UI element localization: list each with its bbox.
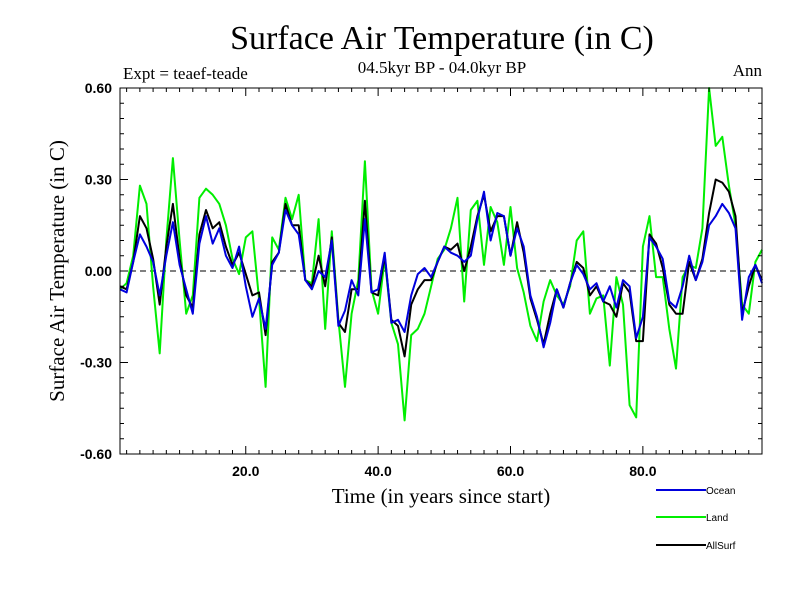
x-tick-label: 80.0	[629, 463, 656, 479]
legend-label-land: Land	[706, 513, 728, 524]
y-tick-label: 0.00	[85, 263, 112, 279]
season-label: Ann	[733, 61, 763, 80]
legend-label-ocean: Ocean	[706, 486, 735, 497]
plot-area	[119, 87, 763, 422]
series-line-ocean	[119, 190, 763, 349]
series-line-allsurf	[119, 178, 763, 358]
chart-title: Surface Air Temperature (in C)	[230, 20, 654, 57]
chart-subtitle: 04.5kyr BP - 04.0kyr BP	[358, 58, 526, 77]
legend-label-allsurf: AllSurf	[706, 541, 736, 552]
y-tick-label: 0.60	[85, 80, 112, 96]
y-tick-label: 0.30	[85, 172, 112, 188]
x-tick-label: 20.0	[232, 463, 259, 479]
x-axis-label: Time (in years since start)	[332, 484, 551, 508]
experiment-label: Expt = teaef-teade	[123, 64, 248, 83]
x-tick-label: 40.0	[364, 463, 391, 479]
y-tick-label: -0.60	[80, 446, 112, 462]
axis-ticks: 20.0 40.0 60.0 80.0 -0.60 -0.30 0.00 0.30 0.60	[80, 80, 763, 479]
y-axis-label: Surface Air Temperature (in C)	[45, 140, 69, 402]
legend: Ocean Land AllSurf	[656, 486, 736, 552]
x-tick-label: 60.0	[497, 463, 524, 479]
y-tick-label: -0.30	[80, 355, 112, 371]
